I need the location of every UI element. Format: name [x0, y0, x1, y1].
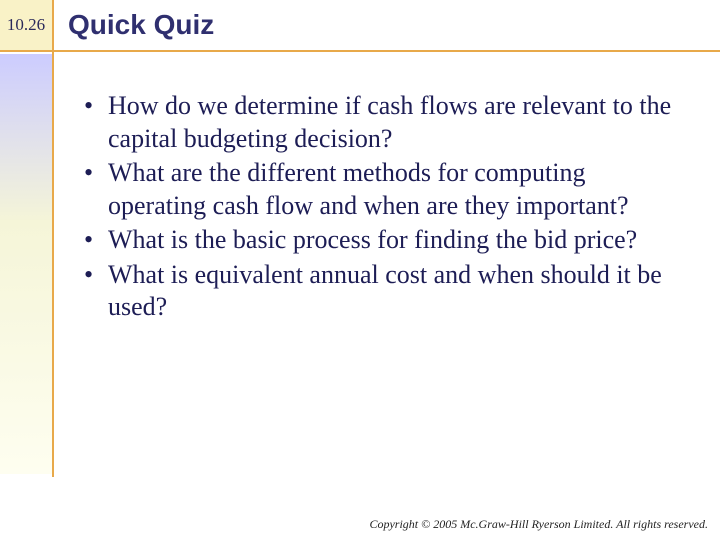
slide-number-box: 10.26 [0, 0, 54, 52]
list-item: What is equivalent annual cost and when … [80, 259, 680, 324]
list-item: How do we determine if cash flows are re… [80, 90, 680, 155]
title-bar: Quick Quiz [54, 0, 720, 52]
copyright-footer: Copyright © 2005 Mc.Graw-Hill Ryerson Li… [369, 517, 708, 532]
slide-title: Quick Quiz [68, 9, 214, 41]
bullet-list: How do we determine if cash flows are re… [80, 90, 680, 324]
content-area: How do we determine if cash flows are re… [80, 90, 680, 326]
left-accent-stripe [52, 52, 54, 477]
list-item: What is the basic process for finding th… [80, 224, 680, 257]
slide-number: 10.26 [7, 15, 45, 35]
list-item: What are the different methods for compu… [80, 157, 680, 222]
slide: 10.26 Quick Quiz How do we determine if … [0, 0, 720, 540]
left-gradient-bar [0, 54, 54, 474]
